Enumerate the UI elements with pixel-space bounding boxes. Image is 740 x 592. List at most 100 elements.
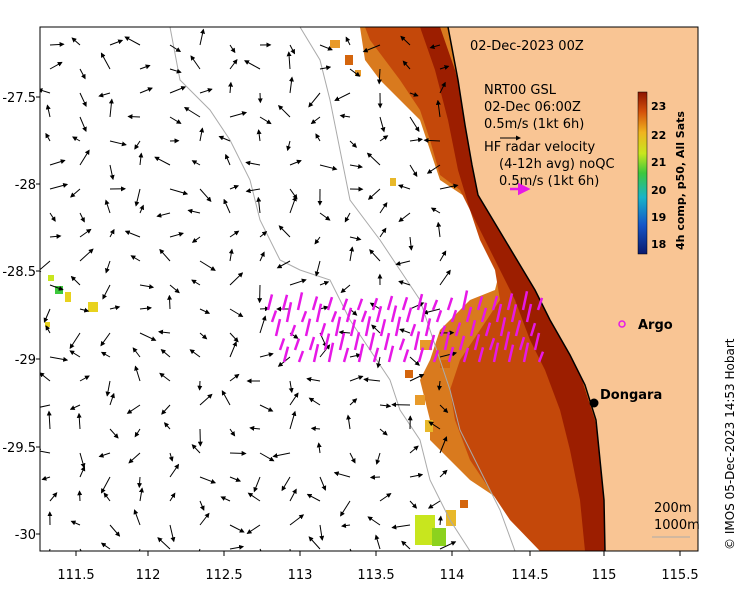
hf-vector — [484, 322, 492, 337]
current-vector — [138, 487, 144, 502]
hf-vector — [390, 305, 398, 323]
svg-text:20: 20 — [651, 184, 667, 197]
current-vector — [40, 260, 51, 274]
hf-vector — [416, 293, 424, 311]
current-vector — [409, 92, 419, 97]
current-vector — [308, 397, 321, 406]
current-vector — [398, 212, 411, 223]
credit-label: © IMOS 05-Dec-2023 14:53 Hobart — [723, 338, 737, 550]
hf-vector — [469, 319, 477, 337]
hf-vector — [533, 332, 541, 351]
hf-vector — [431, 299, 439, 311]
current-vector — [191, 444, 201, 454]
current-vector — [259, 352, 274, 358]
current-vector — [229, 544, 245, 550]
hf-vector — [319, 322, 327, 337]
current-vector — [427, 500, 441, 509]
current-vector — [49, 61, 63, 70]
current-vector — [100, 52, 111, 70]
hf-title: HF radar velocity — [484, 140, 596, 155]
current-vector — [104, 199, 111, 214]
svg-text:114: 114 — [440, 568, 465, 583]
current-vector — [349, 398, 358, 406]
current-vector — [40, 404, 51, 408]
current-vector — [437, 380, 442, 391]
hf-vector — [420, 302, 428, 323]
current-vector — [340, 284, 351, 294]
current-vector — [132, 347, 141, 358]
hf-vector — [521, 290, 529, 311]
hf-vector — [432, 349, 440, 363]
current-vector — [218, 135, 231, 142]
current-vector — [199, 28, 205, 46]
current-vector — [130, 255, 141, 262]
current-vector — [401, 540, 411, 550]
current-vector — [229, 230, 240, 238]
depth-1000-label: 1000m — [654, 518, 700, 533]
current-vector — [229, 58, 238, 70]
svg-text:115: 115 — [592, 568, 617, 583]
current-vector — [229, 272, 244, 286]
current-vector — [344, 212, 351, 223]
current-vector — [245, 160, 261, 166]
current-vector — [160, 349, 171, 358]
current-vector — [45, 132, 51, 142]
hf-vector — [296, 292, 304, 311]
current-vector — [191, 160, 201, 166]
hf-vector — [341, 298, 349, 311]
current-vector — [79, 248, 94, 262]
current-vector — [109, 39, 124, 46]
hf-vector — [386, 295, 394, 311]
current-vector — [49, 233, 62, 239]
current-vector — [398, 280, 411, 286]
hf-vector — [465, 306, 473, 323]
current-vector — [229, 476, 242, 482]
gsl-scale: 0.5m/s (1kt 6h) — [484, 117, 584, 132]
current-vector — [286, 140, 292, 152]
current-vector — [310, 426, 321, 432]
current-vector — [259, 452, 275, 462]
current-vector — [308, 536, 321, 550]
hf-vector — [372, 347, 380, 363]
argo-label: Argo — [638, 318, 673, 333]
current-vector — [259, 251, 265, 262]
current-vector — [333, 471, 351, 478]
current-vector — [379, 403, 392, 409]
hf-vector — [375, 305, 383, 323]
svg-text:22: 22 — [651, 129, 666, 142]
hf-vector — [506, 293, 514, 311]
svg-text:113.5: 113.5 — [357, 568, 394, 583]
current-vector — [101, 476, 111, 494]
hf-vector — [371, 297, 379, 311]
hf-vector — [270, 310, 278, 323]
current-vector — [49, 212, 56, 222]
current-vector — [436, 221, 442, 238]
current-vector — [314, 236, 321, 245]
current-vector — [199, 260, 216, 271]
hf-scale: 0.5m/s (1kt 6h) — [499, 174, 599, 189]
current-vector — [409, 116, 420, 132]
current-vector — [256, 196, 262, 214]
hf-vector — [447, 346, 455, 363]
current-vector — [319, 280, 330, 286]
hf-radar-vectors — [266, 290, 545, 363]
hf-vector — [311, 296, 319, 311]
current-vector — [439, 183, 459, 190]
gsl-time: 02-Dec 06:00Z — [484, 100, 581, 115]
hf-sub: (4-12h avg) noQC — [499, 157, 615, 172]
current-vector — [319, 65, 332, 71]
current-vector — [306, 376, 321, 382]
current-vector — [281, 476, 291, 492]
hf-vector — [428, 334, 436, 351]
current-vector — [69, 332, 81, 349]
current-vector — [79, 68, 86, 80]
current-vector — [439, 250, 447, 262]
current-vector — [439, 404, 449, 413]
current-vector — [169, 463, 180, 478]
current-vector — [100, 542, 111, 550]
hf-vector — [507, 344, 515, 363]
dongara-marker — [589, 398, 599, 408]
depth-200-label: 200m — [654, 501, 691, 516]
colorbar-ticks: 23 22 21 20 19 18 — [651, 100, 667, 251]
current-vector — [276, 260, 291, 269]
